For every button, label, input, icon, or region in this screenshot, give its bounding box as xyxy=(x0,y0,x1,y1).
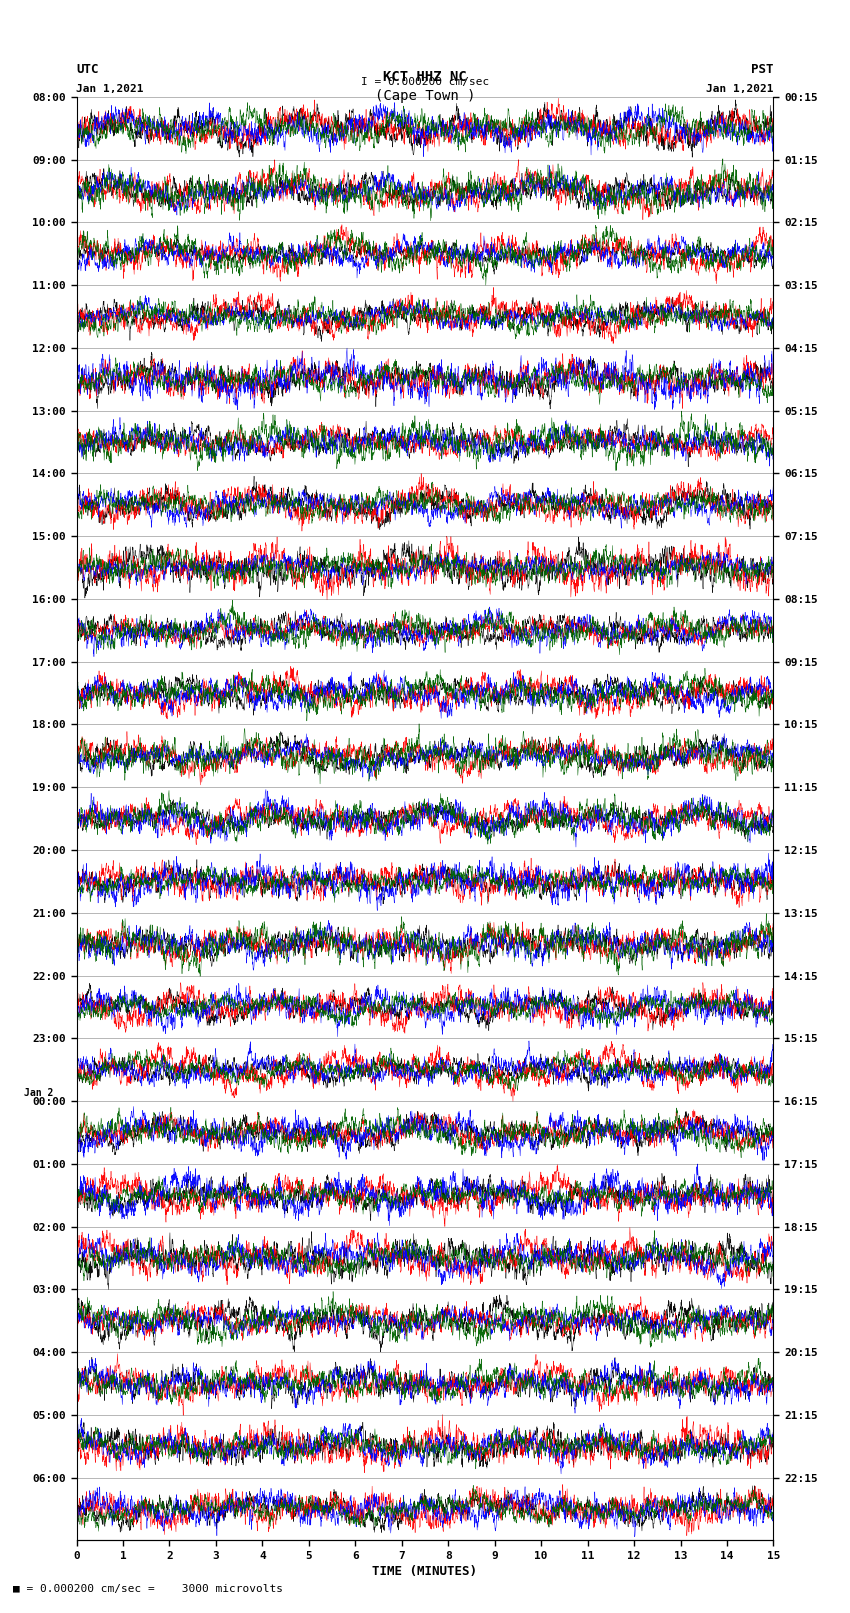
Text: PST: PST xyxy=(751,63,774,76)
Text: Jan 1,2021: Jan 1,2021 xyxy=(76,84,144,94)
Text: I = 0.000200 cm/sec: I = 0.000200 cm/sec xyxy=(361,77,489,87)
Text: ■ = 0.000200 cm/sec =    3000 microvolts: ■ = 0.000200 cm/sec = 3000 microvolts xyxy=(13,1584,283,1594)
Text: UTC: UTC xyxy=(76,63,99,76)
Text: KCT HHZ NC: KCT HHZ NC xyxy=(383,69,467,84)
Text: Jan 1,2021: Jan 1,2021 xyxy=(706,84,774,94)
X-axis label: TIME (MINUTES): TIME (MINUTES) xyxy=(372,1565,478,1578)
Text: (Cape Town ): (Cape Town ) xyxy=(375,89,475,103)
Text: Jan 2: Jan 2 xyxy=(24,1087,54,1098)
